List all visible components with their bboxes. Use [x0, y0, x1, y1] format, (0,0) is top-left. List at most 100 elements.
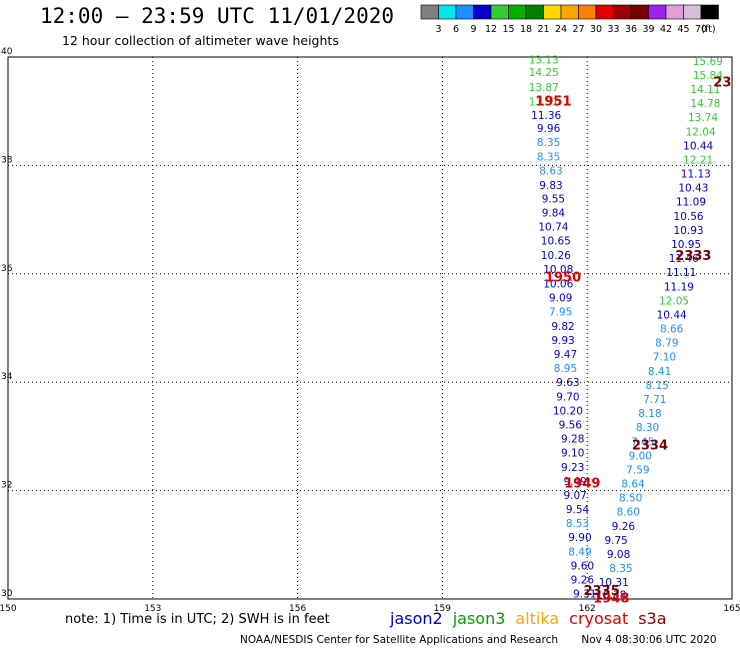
- swh-value-label: 8.35: [537, 137, 560, 149]
- swh-value-label: 9.26: [571, 574, 595, 586]
- colorbar-unit: (ft): [701, 24, 715, 35]
- x-tick-label: 165: [723, 604, 740, 612]
- swh-value-label: 14.11: [690, 84, 720, 96]
- swh-value-label: 9.56: [559, 419, 583, 431]
- colorbar-label: 15: [502, 24, 514, 35]
- swh-value-label: 8.35: [609, 563, 632, 575]
- swh-value-label: 9.83: [539, 180, 562, 192]
- swh-value-label: 8.60: [617, 507, 640, 519]
- swh-value-label: 12.04: [686, 126, 716, 138]
- swh-value-label: 9.60: [571, 560, 594, 572]
- swh-value-label: 13.74: [688, 112, 718, 124]
- swh-value-label: 9.00: [629, 450, 652, 462]
- x-tick-label: 153: [144, 604, 161, 612]
- chart-title: 12:00 – 23:59 UTC 11/01/2020: [40, 4, 395, 28]
- swh-value-label: 8.79: [655, 338, 678, 350]
- satellite-legend-altika: altika: [515, 609, 560, 628]
- pass-number-label: 2335: [584, 584, 620, 599]
- y-tick-label: 34: [1, 372, 13, 382]
- pass-number-label: 23: [713, 75, 731, 90]
- colorbar-label: 21: [537, 24, 549, 35]
- colorbar-label: 70: [695, 24, 707, 35]
- swh-value-label: 8.63: [539, 165, 562, 177]
- colorbar-label: 6: [453, 24, 459, 35]
- colorbar-label: 39: [642, 24, 654, 35]
- swh-value-label: 9.31: [573, 589, 596, 601]
- colorbar-label: 45: [677, 24, 689, 35]
- swh-value-label: 14.78: [690, 98, 720, 110]
- swh-value-label: 10.31: [599, 577, 629, 589]
- swh-value-label: 7.45: [631, 436, 654, 448]
- swh-value-label: 9.28: [561, 434, 584, 446]
- colorbar-label: 18: [520, 24, 532, 35]
- y-tick-label: 36: [1, 264, 13, 274]
- swh-value-label: 9.07: [563, 490, 586, 502]
- chart-subtitle: 12 hour collection of altimeter wave hei…: [62, 33, 339, 48]
- y-tick-label: 40: [1, 47, 13, 57]
- swh-value-label: 8.30: [636, 422, 659, 434]
- swh-value-label: 9.63: [556, 377, 579, 389]
- colorbar-label: 42: [660, 24, 672, 35]
- swh-value-label: 10.06: [543, 279, 573, 291]
- swh-value-label: 13.87: [529, 82, 559, 94]
- swh-value-label: 13.13: [529, 55, 559, 67]
- colorbar-legend: 3 6 9 12 15 18 21 24 27 30 33 36 39 42 45 70(ft): [420, 4, 719, 35]
- x-tick-label: 156: [289, 604, 306, 612]
- altimeter-plot: 150 153 156 159 162 165 30 32 34 36 38 40 13.1314.25…: [0, 47, 740, 612]
- colorbar-label: 3: [435, 24, 441, 35]
- y-tick-label: 30: [1, 589, 13, 599]
- swh-value-label: 9.55: [542, 193, 565, 205]
- swh-value-label: 10.43: [678, 183, 708, 195]
- swh-value-label: 9.10: [561, 448, 584, 460]
- swh-value-label: 7.71: [643, 394, 666, 406]
- swh-value-label: 8.41: [648, 366, 671, 378]
- plot-frame: [7, 56, 733, 600]
- y-tick-label: 38: [1, 155, 13, 165]
- pass-number-label: 1948: [593, 591, 629, 606]
- swh-value-label: 8.18: [638, 408, 661, 420]
- swh-value-label: 9.26: [612, 521, 636, 533]
- swh-value-label: 9.90: [568, 532, 591, 544]
- swh-value-label: 9.75: [604, 535, 627, 547]
- swh-value-label: 9.82: [551, 321, 574, 333]
- colorbar-label: 24: [555, 24, 567, 35]
- swh-value-label: 10.20: [553, 405, 583, 417]
- swh-value-label: 8.95: [554, 363, 577, 375]
- colorbar-label: 27: [572, 24, 584, 35]
- x-tick-label: 159: [434, 604, 451, 612]
- satellite-legend-cryosat: cryosat: [569, 609, 629, 628]
- swh-value-label: 11.36: [531, 110, 561, 122]
- swh-value-label: 8.49: [568, 546, 591, 558]
- swh-value-label: 8.35: [537, 152, 560, 164]
- swh-value-label: 9.47: [554, 349, 577, 361]
- swh-value-label: 9.08: [607, 549, 630, 561]
- swh-value-label: 10.26: [541, 250, 571, 262]
- swh-value-label: 11.13: [681, 169, 711, 181]
- swh-value-label: 7.59: [626, 464, 649, 476]
- swh-value-label: 15.69: [693, 56, 723, 68]
- swh-value-label: 8.15: [645, 380, 668, 392]
- pass-number-label: 1949: [564, 476, 600, 491]
- generated-timestamp: Nov 4 08:30:06 UTC 2020: [581, 634, 717, 646]
- credit-line: NOAA/NESDIS Center for Satellite Applica…: [240, 634, 717, 646]
- satellite-legend-jason3: jason3: [452, 609, 506, 628]
- swh-value-label: 9.84: [542, 208, 566, 220]
- satellite-legend-jason2: jason2: [390, 609, 443, 628]
- swh-value-label: 9.23: [561, 462, 584, 474]
- swh-value-label: 11.11: [666, 267, 696, 279]
- swh-value-label: 9.96: [537, 123, 561, 135]
- colorbar-label: 33: [607, 24, 619, 35]
- swh-value-label: 10.44: [683, 140, 713, 152]
- satellite-legend: jason2 jason3 altika cryosat s3a: [390, 609, 677, 628]
- colorbar-label: 12: [485, 24, 497, 35]
- swh-value-label: 11.19: [664, 281, 694, 293]
- swh-value-label: 10.56: [674, 211, 704, 223]
- colorbar-label: 36: [625, 24, 637, 35]
- colorbar-label: 30: [590, 24, 602, 35]
- swh-value-label: 12.21: [683, 154, 713, 166]
- swh-value-label: 8.50: [619, 493, 642, 505]
- y-tick-label: 32: [1, 481, 12, 491]
- pass-number-label: 2334: [632, 439, 668, 454]
- swh-value-label: 10.74: [538, 222, 568, 234]
- swh-value-label: 10.08: [543, 264, 573, 276]
